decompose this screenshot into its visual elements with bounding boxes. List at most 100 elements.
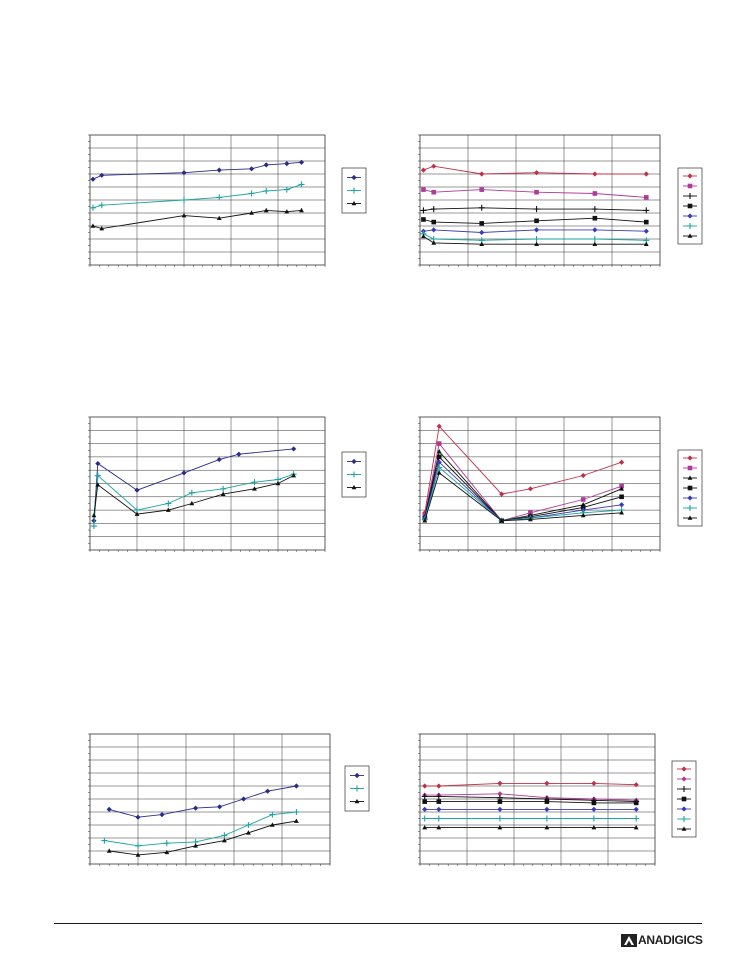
- series-7-point: [436, 825, 442, 830]
- series-3-point: [91, 512, 97, 518]
- series-2-line: [92, 183, 302, 209]
- series-7-point: [422, 518, 428, 523]
- series-3-point: [533, 206, 540, 213]
- series-4-point: [580, 505, 586, 510]
- series-4-point: [422, 799, 427, 804]
- series-1-point: [159, 812, 165, 818]
- series-1-point: [619, 459, 625, 465]
- series-5-point: [643, 228, 649, 234]
- series-1-point: [479, 171, 485, 177]
- series-2-point: [251, 479, 258, 486]
- series-3-point: [106, 848, 112, 853]
- series-2-point: [94, 472, 101, 479]
- series-3-point: [643, 207, 650, 214]
- series-1-point: [291, 446, 297, 452]
- series-3-point: [181, 213, 187, 218]
- series-1-point: [99, 172, 105, 178]
- series-6-point: [435, 815, 442, 822]
- series-7-point: [431, 240, 437, 245]
- series-4-point: [431, 219, 437, 225]
- series-2-line: [93, 473, 294, 527]
- series-7-point: [544, 825, 550, 830]
- series-5-point: [436, 806, 442, 812]
- series-3-point: [246, 830, 251, 835]
- series-7-point: [591, 825, 597, 830]
- series-2-point: [248, 190, 255, 197]
- series-2-point: [528, 510, 533, 516]
- chart-4: [410, 410, 710, 555]
- series-1-point: [592, 171, 598, 177]
- legend-marker-3: [681, 786, 687, 792]
- series-4-point: [592, 215, 598, 221]
- series-5-point: [544, 806, 550, 812]
- legend-marker-2: [354, 785, 360, 792]
- series-1-point: [591, 780, 597, 786]
- series-5-point: [592, 227, 598, 233]
- chart-6: [410, 728, 710, 868]
- series-1-point: [216, 167, 222, 173]
- series-1-point: [298, 159, 305, 165]
- series-1-line: [424, 782, 637, 787]
- series-6-line: [423, 233, 647, 241]
- series-1-point: [265, 788, 271, 794]
- series-3-point: [420, 207, 427, 214]
- series-2-point: [436, 441, 442, 446]
- legend-marker-1: [351, 458, 357, 465]
- series-3-point: [294, 818, 299, 823]
- series-3-point: [95, 482, 101, 487]
- legend-marker-3: [351, 200, 357, 206]
- series-2-point: [188, 489, 195, 496]
- series-1-point: [436, 423, 442, 429]
- series-6-line: [424, 466, 622, 522]
- series-2-point: [298, 181, 305, 188]
- series-2-point: [165, 500, 172, 507]
- series-7-line: [424, 472, 622, 522]
- logo-text: ANADIGICS: [638, 932, 703, 947]
- series-3-point: [216, 215, 222, 220]
- series-7-line: [423, 236, 647, 245]
- legend-marker-1: [681, 766, 687, 772]
- series-1-point: [90, 176, 96, 182]
- series-3-point: [165, 507, 171, 512]
- legend-marker-1: [687, 173, 693, 179]
- series-5-point: [591, 806, 597, 812]
- series-4-point: [479, 221, 485, 226]
- series-4-point: [591, 800, 597, 806]
- series-1-point: [95, 460, 101, 467]
- series-2-point: [263, 187, 270, 194]
- series-1-point: [193, 805, 199, 811]
- legend-marker-3: [354, 798, 360, 804]
- series-2-point: [216, 194, 223, 201]
- series-2-line: [424, 442, 622, 522]
- series-7-point: [436, 470, 442, 475]
- series-7-point: [528, 516, 533, 522]
- logo-mark-icon: [621, 933, 637, 947]
- series-1-point: [527, 486, 533, 492]
- series-3-point: [249, 210, 254, 215]
- series-5-point: [633, 806, 639, 812]
- legend-marker-2: [351, 471, 357, 478]
- series-5-point: [497, 806, 503, 812]
- series-7-point: [421, 233, 426, 239]
- series-2-line: [104, 811, 297, 847]
- series-3-point: [478, 204, 485, 211]
- legend-marker-4: [687, 203, 693, 209]
- chart-1: [80, 130, 380, 270]
- series-2-point: [89, 204, 96, 211]
- series-7-point: [534, 241, 539, 246]
- series-6-point: [633, 815, 640, 822]
- legend-marker-2: [687, 465, 693, 471]
- series-3-point: [591, 206, 598, 213]
- series-5-point: [431, 227, 437, 233]
- series-3-point: [435, 793, 442, 800]
- series-3-point: [430, 206, 437, 213]
- series-1-point: [216, 456, 222, 463]
- series-3-point: [164, 849, 170, 855]
- series-3-point: [619, 486, 624, 491]
- series-1-line: [109, 785, 297, 818]
- series-3-point: [436, 448, 442, 454]
- series-1-point: [420, 167, 427, 173]
- footer-rule: [54, 923, 702, 924]
- series-1-point: [263, 162, 269, 168]
- chart-5: [80, 728, 380, 868]
